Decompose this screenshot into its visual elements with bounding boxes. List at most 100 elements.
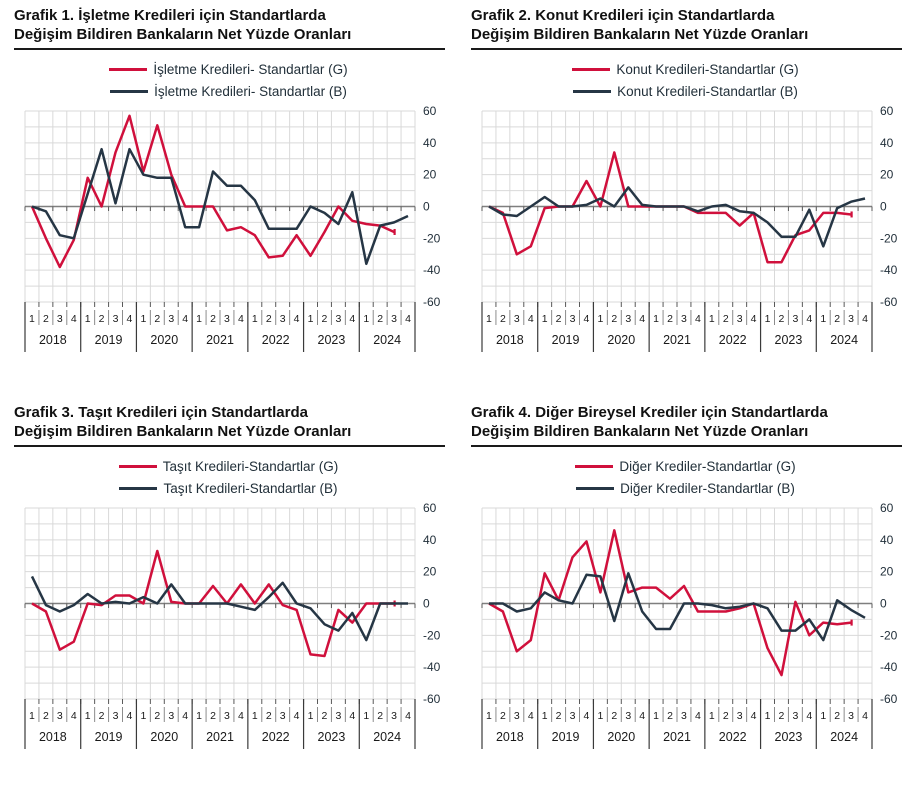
svg-text:4: 4	[695, 313, 701, 325]
svg-text:2: 2	[834, 710, 840, 722]
legend-entry-b: İşletme Kredileri- Standartlar (B)	[110, 84, 347, 99]
svg-text:2018: 2018	[496, 333, 524, 347]
svg-text:1: 1	[709, 313, 715, 325]
svg-text:3: 3	[57, 710, 63, 722]
svg-text:2: 2	[266, 710, 272, 722]
svg-text:2024: 2024	[830, 333, 858, 347]
svg-text:3: 3	[514, 710, 520, 722]
svg-text:2023: 2023	[318, 333, 346, 347]
svg-text:2019: 2019	[95, 730, 123, 744]
svg-text:2: 2	[377, 710, 383, 722]
svg-text:2020: 2020	[150, 333, 178, 347]
svg-text:2021: 2021	[663, 333, 691, 347]
svg-text:2: 2	[322, 710, 328, 722]
svg-text:0: 0	[423, 597, 430, 611]
svg-text:2: 2	[210, 710, 216, 722]
svg-text:3: 3	[681, 313, 687, 325]
svg-text:4: 4	[584, 313, 590, 325]
svg-text:2: 2	[723, 313, 729, 325]
svg-text:3: 3	[570, 313, 576, 325]
svg-text:2019: 2019	[95, 333, 123, 347]
svg-text:2: 2	[322, 313, 328, 325]
legend-label-b: İşletme Kredileri- Standartlar (B)	[154, 84, 347, 99]
svg-text:2: 2	[43, 313, 49, 325]
svg-text:3: 3	[792, 313, 798, 325]
svg-text:2: 2	[611, 710, 617, 722]
svg-text:1: 1	[597, 710, 603, 722]
svg-text:2: 2	[779, 313, 785, 325]
legend-line-swatch-red	[109, 68, 148, 71]
svg-text:4: 4	[405, 313, 411, 325]
svg-text:2021: 2021	[663, 730, 691, 744]
title-line-1: Grafik 3. Taşıt Kredileri için Standartl…	[14, 404, 308, 421]
svg-text:20: 20	[423, 565, 437, 579]
svg-text:4: 4	[294, 313, 300, 325]
legend-line-swatch-red	[575, 465, 614, 468]
svg-text:40: 40	[880, 533, 894, 547]
panel-grafik-1: Grafik 1. İşletme Kredileri için Standar…	[0, 0, 457, 397]
legend-grafik-3: Taşıt Kredileri-Standartlar (G) Taşıt Kr…	[0, 459, 457, 496]
legend-label-g: Diğer Krediler-Standartlar (G)	[619, 459, 796, 474]
svg-text:3: 3	[848, 710, 854, 722]
svg-text:3: 3	[514, 313, 520, 325]
svg-text:-40: -40	[423, 263, 441, 277]
svg-text:3: 3	[168, 313, 174, 325]
svg-text:60: 60	[880, 104, 894, 118]
svg-text:4: 4	[71, 710, 77, 722]
svg-text:2: 2	[500, 710, 506, 722]
svg-text:2020: 2020	[607, 333, 635, 347]
svg-text:2024: 2024	[373, 333, 401, 347]
svg-text:4: 4	[127, 313, 133, 325]
svg-text:4: 4	[182, 313, 188, 325]
svg-text:4: 4	[182, 710, 188, 722]
legend-entry-b: Taşıt Kredileri-Standartlar (B)	[119, 481, 338, 496]
svg-text:40: 40	[880, 136, 894, 150]
legend-entry-g: Diğer Krediler-Standartlar (G)	[575, 459, 796, 474]
svg-text:3: 3	[681, 710, 687, 722]
svg-text:4: 4	[528, 710, 534, 722]
svg-text:4: 4	[71, 313, 77, 325]
svg-text:2021: 2021	[206, 333, 234, 347]
legend-entry-b: Diğer Krediler-Standartlar (B)	[576, 481, 795, 496]
legend-line-swatch-red	[572, 68, 611, 71]
legend-grafik-4: Diğer Krediler-Standartlar (G) Diğer Kre…	[457, 459, 914, 496]
svg-text:2: 2	[154, 710, 160, 722]
svg-text:3: 3	[168, 710, 174, 722]
svg-text:4: 4	[695, 710, 701, 722]
svg-text:3: 3	[224, 313, 230, 325]
svg-text:3: 3	[391, 710, 397, 722]
panel-grafik-3: Grafik 3. Taşıt Kredileri için Standartl…	[0, 397, 457, 794]
svg-text:3: 3	[737, 710, 743, 722]
svg-text:60: 60	[423, 501, 437, 515]
svg-text:1: 1	[765, 710, 771, 722]
svg-text:3: 3	[625, 710, 631, 722]
svg-text:2024: 2024	[373, 730, 401, 744]
legend-entry-g: Konut Kredileri-Standartlar (G)	[572, 62, 799, 77]
svg-text:2023: 2023	[775, 730, 803, 744]
svg-text:1: 1	[140, 313, 146, 325]
svg-text:2023: 2023	[318, 730, 346, 744]
svg-text:1: 1	[363, 710, 369, 722]
svg-text:2019: 2019	[552, 730, 580, 744]
svg-text:0: 0	[423, 200, 430, 214]
svg-text:4: 4	[806, 313, 812, 325]
svg-text:2020: 2020	[150, 730, 178, 744]
svg-text:4: 4	[349, 313, 355, 325]
svg-text:3: 3	[848, 313, 854, 325]
svg-text:2: 2	[99, 313, 105, 325]
svg-text:1: 1	[85, 313, 91, 325]
legend-line-swatch-navy	[110, 90, 149, 93]
svg-text:1: 1	[542, 313, 548, 325]
legend-line-swatch-red	[118, 465, 157, 468]
svg-text:-20: -20	[423, 231, 441, 245]
svg-text:40: 40	[423, 533, 437, 547]
svg-text:4: 4	[294, 710, 300, 722]
svg-text:2021: 2021	[206, 730, 234, 744]
legend-line-swatch-navy	[119, 487, 158, 490]
svg-text:3: 3	[280, 313, 286, 325]
svg-text:2: 2	[154, 313, 160, 325]
svg-text:1: 1	[252, 710, 258, 722]
svg-text:-60: -60	[423, 295, 441, 309]
